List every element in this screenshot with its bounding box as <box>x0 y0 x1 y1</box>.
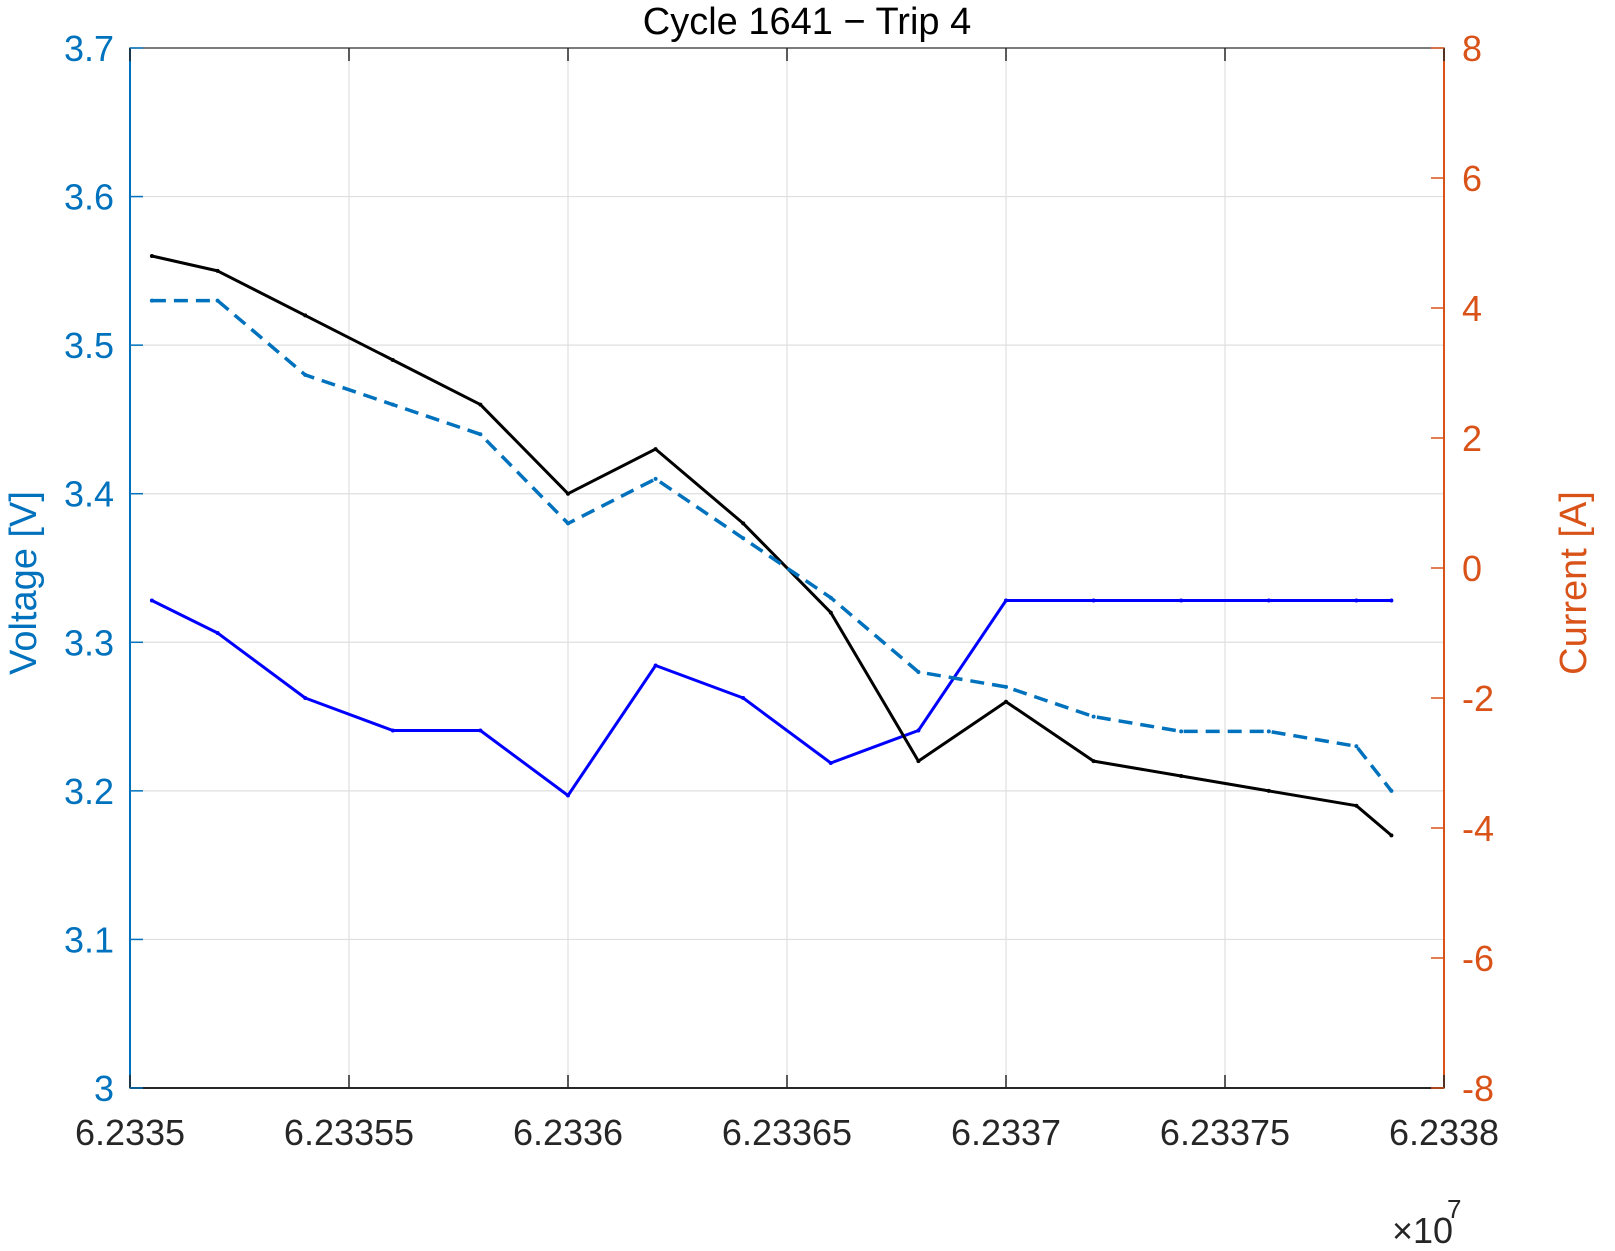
voltage-tick-label: 3.1 <box>64 919 114 960</box>
series-1-point <box>149 298 154 303</box>
series-1-point <box>1179 729 1184 734</box>
series-2-point <box>653 663 658 668</box>
series-2-point <box>1354 598 1359 603</box>
x-tick-label: 6.23375 <box>1160 1112 1290 1153</box>
series-0-point <box>916 759 921 764</box>
series-0-point <box>566 491 570 496</box>
series-0-point <box>215 268 220 273</box>
voltage-axis-ticks: 3 3.1 3.2 3.3 3.4 3.5 3.6 3.7 <box>64 28 143 1109</box>
current-axis-label: Current [A] <box>1553 491 1595 675</box>
series-line-1 <box>151 298 1393 792</box>
series-0-point <box>653 447 658 452</box>
series-line-2 <box>151 599 1392 797</box>
series-2-point <box>390 728 395 733</box>
series-1-point <box>1354 744 1359 749</box>
series-1-point <box>1004 684 1008 689</box>
voltage-axis-label: Voltage [V] <box>3 491 45 675</box>
current-tick-label: -4 <box>1462 808 1494 849</box>
x-tick-label: 6.23355 <box>284 1112 414 1153</box>
series-1-point <box>1091 714 1096 719</box>
series-0-point <box>1179 774 1184 778</box>
current-tick-label: -2 <box>1462 678 1494 719</box>
series-2-point <box>215 631 220 635</box>
series-0-point <box>1266 788 1271 793</box>
series-1-point <box>1389 788 1394 793</box>
current-tick-label: -6 <box>1462 938 1494 979</box>
x-tick-label: 6.2337 <box>951 1112 1061 1153</box>
voltage-tick-label: 3 <box>94 1068 114 1109</box>
series-2-point <box>478 728 483 733</box>
series-1-point <box>478 432 483 437</box>
x-tick-label: 6.2336 <box>513 1112 623 1153</box>
series-line-0 <box>151 254 1393 837</box>
chart-title: Cycle 1641 − Trip 4 <box>643 1 971 43</box>
series-2-point <box>149 598 154 603</box>
series-0-point <box>741 521 746 526</box>
series-1-point <box>390 402 395 407</box>
voltage-tick-label: 3.7 <box>64 28 114 69</box>
x-axis-ticks: 6.2335 6.23355 6.2336 6.23365 6.2337 6.23375 6… <box>75 48 1499 1153</box>
current-tick-label: -8 <box>1462 1068 1494 1109</box>
series-0-point <box>303 313 308 318</box>
series-0-point <box>390 358 395 362</box>
x-axis-exponent-base: ×10 <box>1392 1210 1453 1251</box>
x-axis-exponent-power: 7 <box>1447 1194 1461 1224</box>
series-layer <box>149 254 1394 838</box>
series-1-point <box>741 536 746 541</box>
series-1-point <box>566 521 570 526</box>
series-0-point <box>1354 803 1359 808</box>
series-1-point <box>303 372 308 377</box>
series-0-point <box>1091 759 1096 764</box>
voltage-tick-label: 3.6 <box>64 177 114 218</box>
voltage-tick-label: 3.4 <box>64 474 114 515</box>
current-axis-ticks: -8 -6 -4 -2 0 2 4 6 8 <box>1431 28 1494 1109</box>
series-0-point <box>1389 833 1394 838</box>
series-2-point <box>1389 598 1394 603</box>
series-0-point <box>478 402 483 407</box>
series-1-point <box>653 476 658 481</box>
series-2-point <box>741 696 746 700</box>
series-1-point <box>1266 729 1271 734</box>
series-2-point <box>1091 598 1096 603</box>
x-tick-label: 6.2338 <box>1389 1112 1499 1153</box>
voltage-tick-label: 3.5 <box>64 325 114 366</box>
series-2-point <box>916 728 921 733</box>
x-tick-label: 6.2335 <box>75 1112 185 1153</box>
series-2-point <box>303 696 308 700</box>
series-2-point <box>828 761 833 765</box>
current-tick-label: 2 <box>1462 418 1482 459</box>
series-1-point <box>916 670 921 674</box>
current-tick-label: 4 <box>1462 288 1482 329</box>
series-0-point <box>1004 699 1008 704</box>
x-tick-label: 6.23365 <box>722 1112 852 1153</box>
voltage-tick-label: 3.2 <box>64 771 114 812</box>
series-1-point <box>215 298 220 303</box>
series-2-point <box>1179 598 1184 603</box>
series-0-point <box>149 254 154 258</box>
series-0-point <box>828 610 833 615</box>
current-tick-label: 8 <box>1462 28 1482 69</box>
current-tick-label: 0 <box>1462 548 1482 589</box>
voltage-tick-label: 3.3 <box>64 622 114 663</box>
series-2-point <box>1266 598 1271 603</box>
grid <box>130 48 1444 1088</box>
series-2-point <box>566 793 570 798</box>
series-1-point <box>828 595 833 600</box>
x-axis-exponent: ×10 7 <box>1392 1194 1461 1251</box>
series-2-point <box>1004 598 1008 603</box>
current-tick-label: 6 <box>1462 158 1482 199</box>
